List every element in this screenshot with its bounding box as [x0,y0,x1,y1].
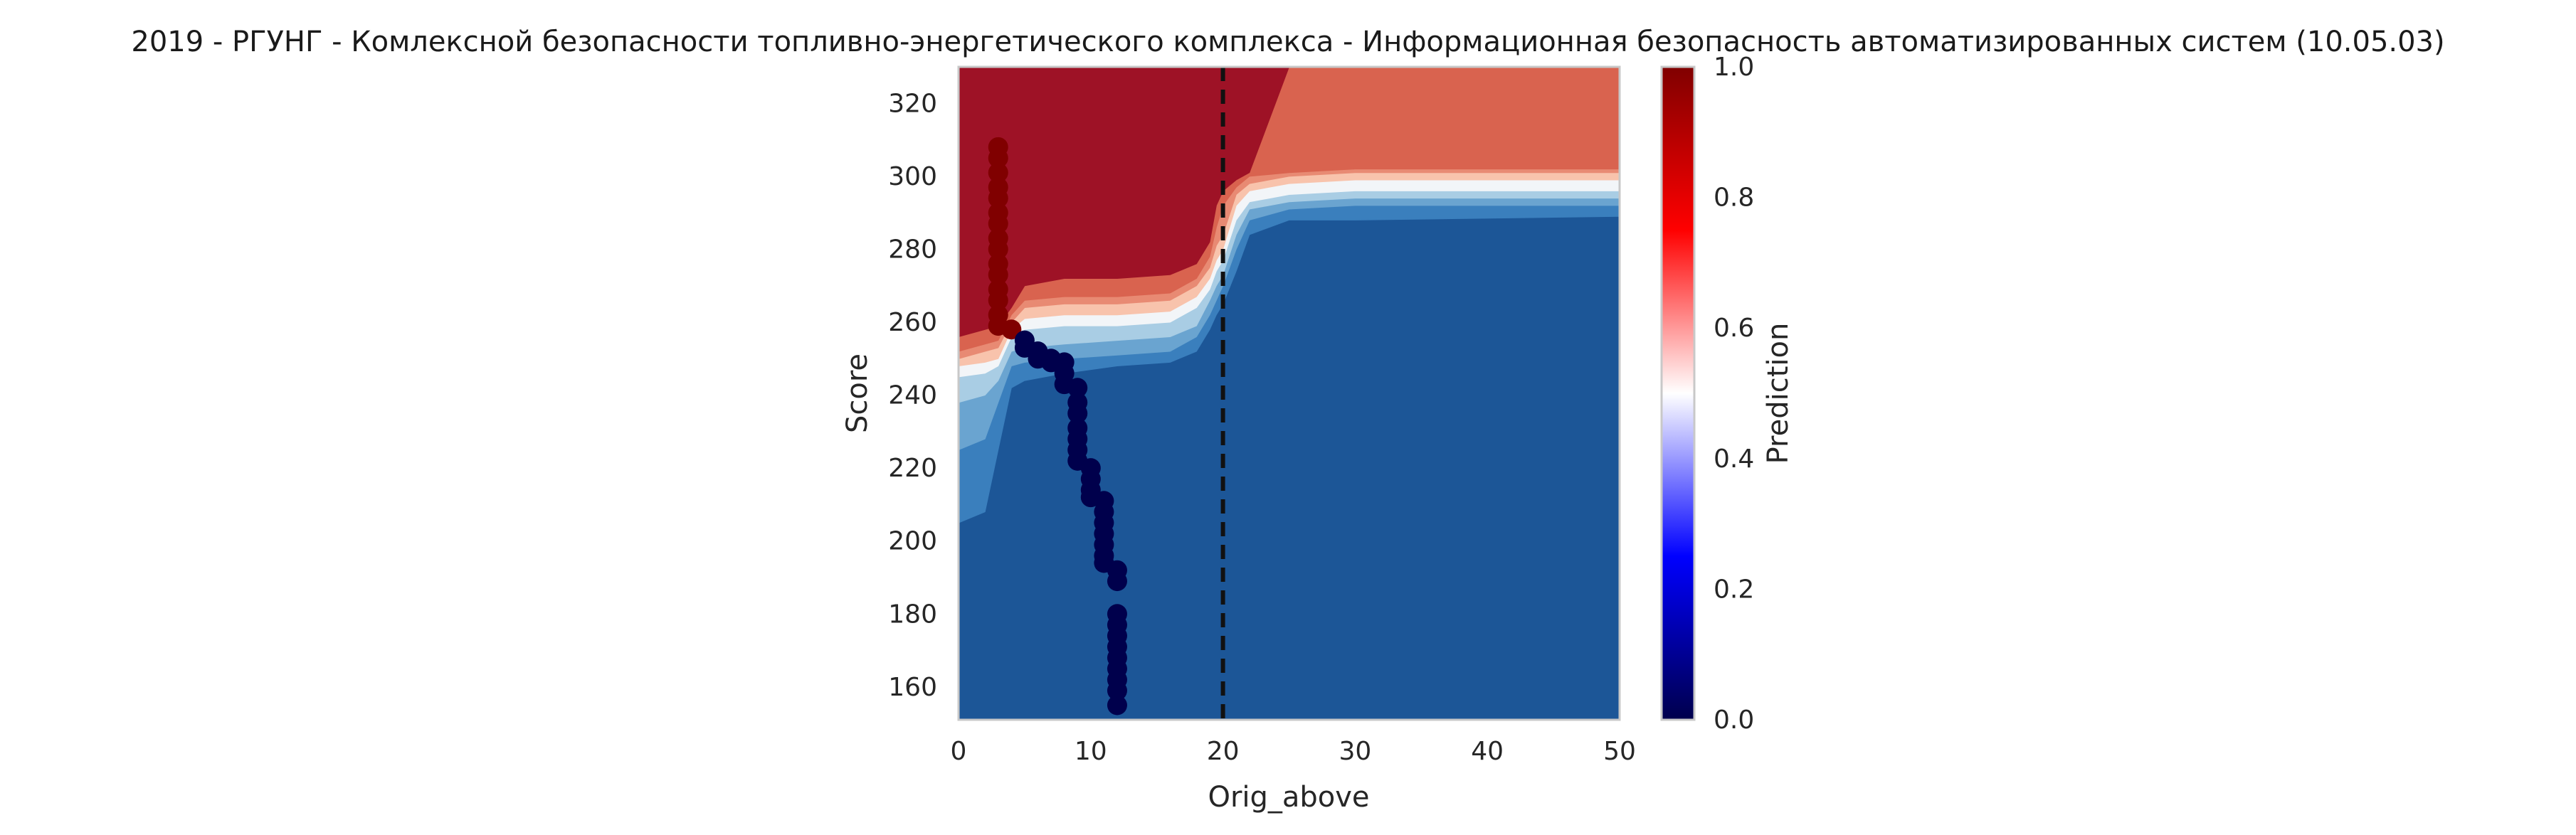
scatter-point-52 [1107,680,1127,701]
y-tick-label-5: 260 [888,308,937,337]
colorbar-label: Prediction [1762,323,1795,464]
colorbar-tick-label-1: 0.2 [1714,575,1754,604]
colorbar-ticks: 0.0 0.2 0.4 0.6 0.8 1.0 [1714,53,1754,735]
colorbar: 0.0 0.2 0.4 0.6 0.8 1.0 Prediction [1660,53,1795,735]
scatter-point-12 [988,290,1008,311]
y-tick-label-3: 220 [888,454,937,483]
scatter-point-15 [1001,319,1022,340]
colorbar-tick-label-5: 1.0 [1714,53,1754,82]
scatter-points [988,137,1127,716]
scatter-point-4 [988,188,1008,208]
x-axis-label: Orig_above [1208,781,1369,814]
y-tick-label-7: 300 [888,162,937,191]
colorbar-tick-label-3: 0.6 [1714,314,1754,343]
x-tick-label-5: 50 [1603,737,1636,766]
scatter-point-8 [988,239,1008,260]
chart-title: 2019 - РГУНГ - Комлексной безопасности т… [131,26,2444,58]
x-axis-ticks: 0 10 20 30 40 50 [951,737,1636,766]
colorbar-tick-label-0: 0.0 [1714,706,1754,735]
scatter-point-27 [1067,403,1088,424]
scatter-point-25 [1067,378,1088,398]
y-tick-label-2: 200 [888,527,937,556]
y-axis-label: Score [841,353,874,433]
x-tick-label-1: 10 [1075,737,1107,766]
y-tick-label-6: 280 [888,235,937,264]
y-tick-label-4: 240 [888,381,937,410]
colorbar-tick-label-4: 0.8 [1714,184,1754,213]
y-tick-label-8: 320 [888,89,937,118]
scatter-point-6 [988,213,1008,234]
plot-frame [957,65,1621,721]
x-tick-label-3: 30 [1339,737,1371,766]
scatter-point-44 [1107,571,1127,592]
colorbar-gradient [1660,65,1696,721]
y-tick-label-1: 180 [888,600,937,629]
scatter-point-1 [988,148,1008,169]
y-tick-label-0: 160 [888,673,937,702]
scatter-point-2 [988,162,1008,183]
colorbar-tick-label-2: 0.4 [1714,445,1754,474]
x-tick-label-2: 20 [1207,737,1240,766]
scatter-point-53 [1107,695,1127,716]
contour-bands [959,67,1620,720]
scatter-point-10 [988,265,1008,285]
x-tick-label-0: 0 [951,737,967,766]
plot-area [959,67,1620,720]
x-tick-label-4: 40 [1471,737,1504,766]
contour-band-8 [959,67,1620,338]
y-axis-ticks: 160 180 200 220 240 260 280 300 320 [888,89,937,702]
